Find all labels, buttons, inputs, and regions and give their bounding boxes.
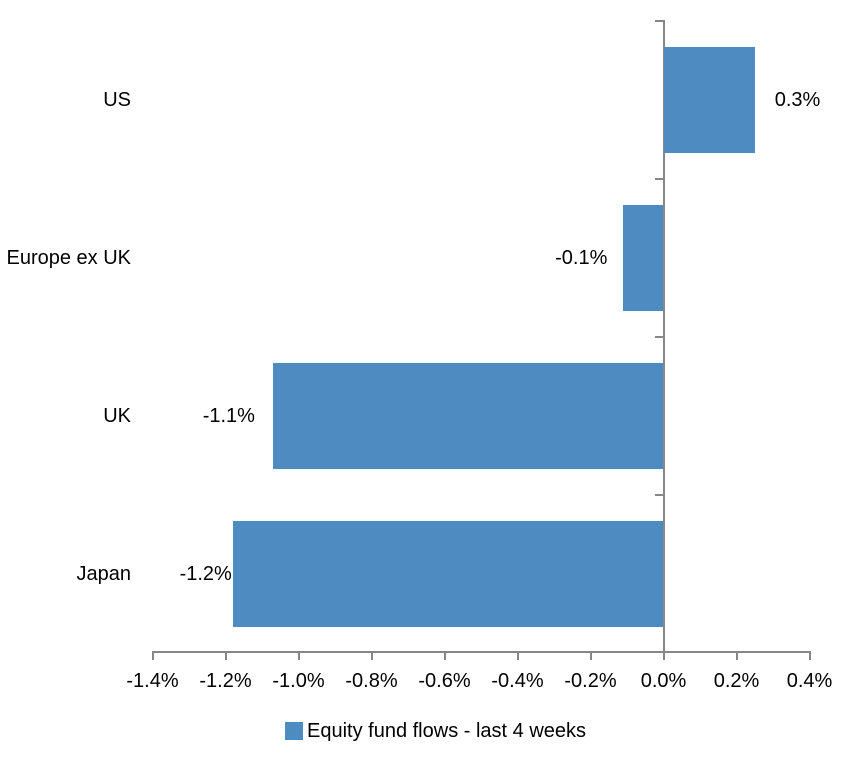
data-label-europe-ex-uk: -0.1% xyxy=(555,247,608,269)
x-axis-tick xyxy=(735,653,738,660)
x-tick-label-0-2: 0.2% xyxy=(713,670,760,692)
y-axis-tick xyxy=(654,178,663,180)
data-label-uk: -1.1% xyxy=(202,405,255,427)
x-axis-tick xyxy=(151,653,154,660)
legend: Equity fund flows - last 4 weeks xyxy=(285,720,586,742)
data-label-us: 0.3% xyxy=(774,89,821,111)
x-axis-tick xyxy=(516,653,519,660)
category-label-japan: Japan xyxy=(76,563,132,585)
x-axis-line xyxy=(151,651,811,653)
x-tick-label-0-4: 0.4% xyxy=(786,670,833,692)
x-axis-tick xyxy=(370,653,373,660)
bar-uk xyxy=(272,363,664,469)
data-label-japan: -1.2% xyxy=(179,563,232,585)
category-label-europe-ex-uk: Europe ex UK xyxy=(6,247,131,269)
x-tick-label-0-6: -0.6% xyxy=(418,670,471,692)
x-tick-label-0-2: -0.2% xyxy=(564,670,617,692)
category-label-us: US xyxy=(103,89,131,111)
legend-swatch-icon xyxy=(285,722,303,740)
x-tick-label-0-8: -0.8% xyxy=(345,670,398,692)
x-axis-tick xyxy=(808,653,811,660)
x-axis-tick xyxy=(662,653,665,660)
x-axis-tick xyxy=(589,653,592,660)
x-tick-label-1-0: -1.0% xyxy=(272,670,325,692)
x-tick-label-1-2: -1.2% xyxy=(199,670,252,692)
x-axis-tick xyxy=(297,653,300,660)
bar-japan xyxy=(232,521,664,627)
y-axis-tick xyxy=(654,20,663,22)
x-tick-label-0-4: -0.4% xyxy=(491,670,544,692)
y-axis-tick xyxy=(654,494,663,496)
y-axis-zero-line xyxy=(662,20,665,659)
bar-europe-ex-uk xyxy=(623,205,664,311)
category-label-uk: UK xyxy=(103,405,131,427)
x-tick-label-0-0: 0.0% xyxy=(640,670,687,692)
bar-us xyxy=(663,47,755,153)
y-axis-tick xyxy=(654,336,663,338)
x-axis-tick xyxy=(443,653,446,660)
x-axis-tick xyxy=(224,653,227,660)
x-tick-label-1-4: -1.4% xyxy=(126,670,179,692)
legend-label: Equity fund flows - last 4 weeks xyxy=(307,720,587,742)
